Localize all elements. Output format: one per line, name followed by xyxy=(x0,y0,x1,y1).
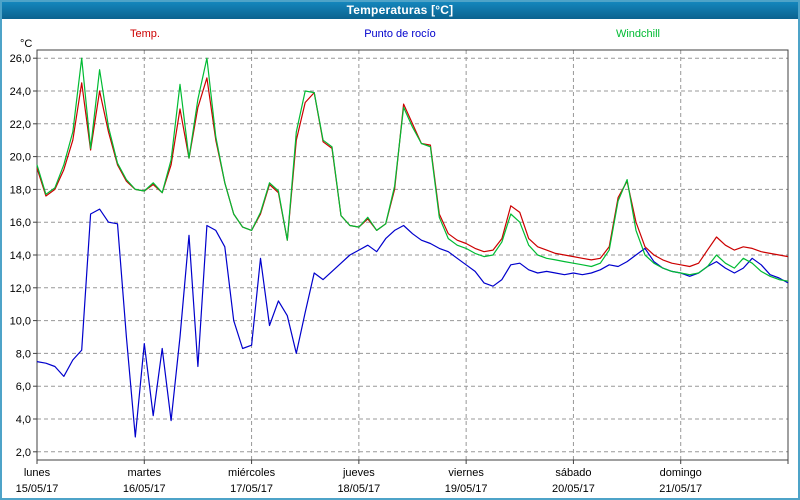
x-axis-day-label: jueves xyxy=(342,467,375,479)
series-line-1 xyxy=(36,208,789,438)
legend-dewpoint-label: Punto de rocío xyxy=(364,28,436,40)
x-axis-date-label: 20/05/17 xyxy=(552,483,595,495)
y-axis-tick-label: 10,0 xyxy=(10,316,31,328)
y-axis-tick-label: 22,0 xyxy=(10,119,31,131)
y-axis-tick-label: 2,0 xyxy=(16,447,31,459)
x-axis-date-label: 21/05/17 xyxy=(659,483,702,495)
x-axis-date-label: 15/05/17 xyxy=(16,483,59,495)
series-line-0 xyxy=(36,77,789,268)
x-axis-date-label: 19/05/17 xyxy=(445,483,488,495)
y-axis-tick-label: 8,0 xyxy=(16,348,31,360)
x-axis-date-label: 17/05/17 xyxy=(230,483,273,495)
x-axis-day-label: martes xyxy=(127,467,161,479)
y-axis-tick-label: 24,0 xyxy=(10,86,31,98)
y-axis-tick-label: 18,0 xyxy=(10,184,31,196)
legend-temp-label: Temp. xyxy=(130,28,160,40)
x-axis-day-label: miércoles xyxy=(228,467,276,479)
y-axis-tick-label: 6,0 xyxy=(16,381,31,393)
y-axis-tick-label: 12,0 xyxy=(10,283,31,295)
x-axis-date-label: 16/05/17 xyxy=(123,483,166,495)
x-axis-date-label: 18/05/17 xyxy=(337,483,380,495)
y-axis-unit-label: °C xyxy=(20,38,33,50)
x-axis-day-label: sábado xyxy=(555,467,591,479)
legend-windchill-label: Windchill xyxy=(615,28,660,40)
y-axis-tick-label: 4,0 xyxy=(16,414,31,426)
page-title: Temperaturas [°C] xyxy=(346,3,454,17)
series-line-2 xyxy=(36,57,789,282)
plot-border xyxy=(36,49,789,461)
y-axis-tick-label: 20,0 xyxy=(10,152,31,164)
x-axis-day-label: domingo xyxy=(660,467,702,479)
y-axis-tick-label: 26,0 xyxy=(10,53,31,65)
y-axis-tick-label: 16,0 xyxy=(10,217,31,229)
y-axis-tick-label: 14,0 xyxy=(10,250,31,262)
title-bar: Temperaturas [°C] xyxy=(2,2,798,19)
x-axis-day-label: lunes xyxy=(24,467,51,479)
x-axis-day-label: viernes xyxy=(448,467,484,479)
